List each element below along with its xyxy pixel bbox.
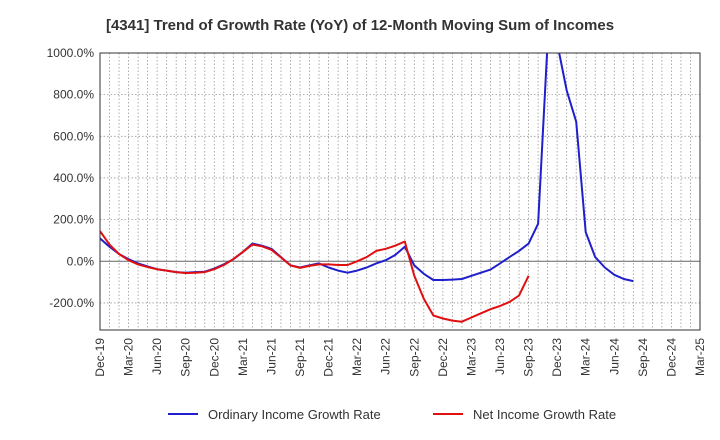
- x-tick-label: Sep-21: [293, 338, 307, 377]
- x-tick-label: Dec-20: [207, 338, 221, 377]
- chart-title: [4341] Trend of Growth Rate (YoY) of 12-…: [106, 17, 614, 34]
- x-tick-label: Mar-22: [350, 338, 364, 376]
- x-axis-ticks: Dec-19 Mar-20 Jun-20 Sep-20 Dec-20 Mar-21 Jun-…: [93, 338, 707, 377]
- y-tick-label: 600.0%: [53, 129, 94, 143]
- x-tick-label: Sep-22: [407, 338, 421, 377]
- legend: Ordinary Income Growth Rate Net Income Gr…: [168, 407, 616, 422]
- x-tick-label: Dec-22: [436, 338, 450, 377]
- legend-label: Ordinary Income Growth Rate: [208, 407, 381, 422]
- series-layer: [100, 53, 634, 323]
- x-tick-label: Mar-20: [122, 338, 136, 376]
- x-tick-label: Mar-21: [236, 338, 250, 376]
- y-tick-label: -200.0%: [49, 296, 94, 310]
- x-tick-label: Jun-22: [379, 338, 393, 375]
- x-tick-label: Dec-21: [322, 338, 336, 377]
- y-tick-label: 200.0%: [53, 213, 94, 227]
- y-tick-label: 400.0%: [53, 171, 94, 185]
- x-tick-label: Sep-24: [636, 338, 650, 377]
- x-tick-label: Mar-25: [693, 338, 707, 376]
- series-line-net-income: [100, 230, 530, 323]
- x-tick-label: Dec-24: [664, 338, 678, 377]
- x-tick-label: Sep-23: [522, 338, 536, 377]
- x-tick-label: Dec-23: [550, 338, 564, 377]
- legend-label: Net Income Growth Rate: [473, 407, 616, 422]
- y-tick-label: 1000.0%: [47, 46, 95, 60]
- x-tick-label: Jun-21: [264, 338, 278, 375]
- x-tick-label: Jun-20: [150, 338, 164, 375]
- y-tick-label: 0.0%: [67, 254, 95, 268]
- x-tick-label: Mar-23: [464, 338, 478, 376]
- plot-frame: [99, 52, 701, 331]
- y-tick-label: 800.0%: [53, 88, 94, 102]
- x-tick-label: Jun-24: [607, 338, 621, 375]
- grid-layer: [100, 52, 700, 330]
- x-tick-label: Sep-20: [179, 338, 193, 377]
- y-axis-ticks: 1000.0% 800.0% 600.0% 400.0% 200.0% 0.0% -200.…: [47, 46, 95, 310]
- x-tick-label: Jun-23: [493, 338, 507, 375]
- x-tick-label: Dec-19: [93, 338, 107, 377]
- x-tick-label: Mar-24: [579, 338, 593, 376]
